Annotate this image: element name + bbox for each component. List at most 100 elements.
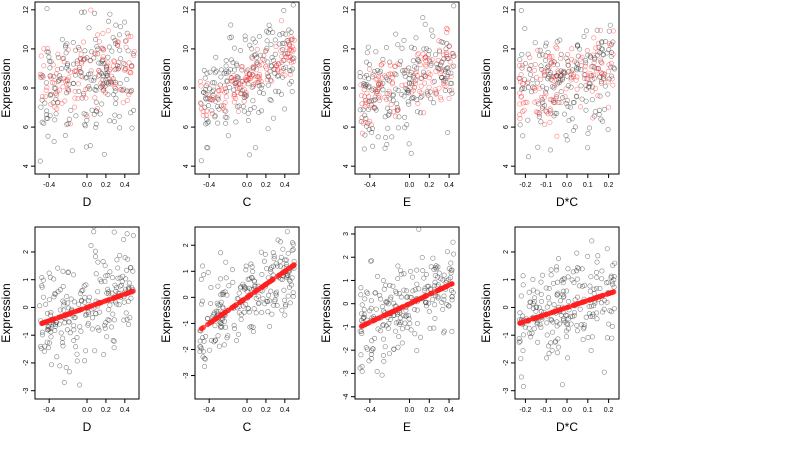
fitted-point bbox=[386, 88, 392, 94]
observed-point bbox=[66, 369, 72, 375]
observed-point bbox=[554, 292, 560, 298]
observed-point bbox=[121, 60, 127, 66]
fitted-point bbox=[259, 62, 265, 68]
observed-point bbox=[199, 298, 205, 304]
observed-point bbox=[51, 139, 57, 145]
observed-point bbox=[234, 104, 240, 110]
fitted-point bbox=[371, 104, 377, 110]
observed-point bbox=[64, 327, 70, 333]
x-tick-label: -0.4 bbox=[203, 407, 215, 414]
fitted-point bbox=[525, 317, 531, 324]
fitted-point bbox=[81, 56, 87, 62]
fitted-point bbox=[88, 7, 94, 13]
observed-point bbox=[107, 302, 113, 308]
observed-point bbox=[588, 347, 594, 353]
observed-point bbox=[256, 110, 262, 116]
observed-point bbox=[87, 294, 93, 300]
fitted-point bbox=[249, 72, 255, 78]
observed-point bbox=[368, 351, 374, 357]
observed-point bbox=[516, 339, 522, 345]
observed-point bbox=[108, 79, 114, 85]
observed-point bbox=[270, 115, 276, 121]
observed-point bbox=[558, 89, 564, 95]
fitted-point bbox=[83, 95, 89, 101]
observed-point bbox=[359, 331, 365, 337]
observed-point bbox=[395, 125, 401, 131]
fitted-point bbox=[95, 32, 101, 38]
observed-point bbox=[259, 271, 265, 277]
observed-point bbox=[62, 42, 68, 48]
observed-point bbox=[449, 81, 455, 87]
observed-point bbox=[117, 125, 123, 131]
points-group bbox=[357, 227, 457, 378]
observed-point bbox=[281, 8, 287, 14]
observed-point bbox=[284, 229, 290, 235]
observed-point bbox=[560, 95, 566, 101]
observed-point bbox=[393, 31, 399, 37]
observed-point bbox=[380, 322, 386, 328]
observed-point bbox=[380, 87, 386, 93]
observed-point bbox=[377, 296, 383, 302]
observed-point bbox=[387, 282, 393, 288]
observed-point bbox=[115, 275, 121, 281]
observed-point bbox=[535, 339, 541, 345]
observed-point bbox=[107, 11, 113, 17]
fitted-point bbox=[605, 69, 611, 75]
observed-point bbox=[412, 331, 418, 337]
observed-point bbox=[42, 100, 48, 106]
fitted-point bbox=[449, 64, 455, 70]
observed-point bbox=[245, 81, 251, 87]
y-tick-label: 3 bbox=[343, 232, 350, 236]
observed-point bbox=[358, 292, 364, 298]
observed-point bbox=[432, 302, 438, 308]
observed-point bbox=[445, 69, 451, 75]
observed-point bbox=[361, 314, 367, 320]
fitted-point bbox=[439, 59, 445, 65]
observed-point bbox=[581, 282, 587, 288]
fitted-point bbox=[89, 303, 95, 309]
fitted-point bbox=[520, 100, 526, 106]
observed-point bbox=[290, 241, 296, 247]
fitted-point bbox=[249, 55, 255, 61]
observed-point bbox=[38, 345, 44, 351]
observed-point bbox=[518, 293, 524, 299]
observed-point bbox=[236, 331, 242, 337]
observed-point bbox=[401, 271, 407, 277]
fitted-point bbox=[122, 67, 128, 73]
observed-point bbox=[93, 254, 99, 260]
fitted-point bbox=[105, 28, 111, 34]
observed-point bbox=[548, 272, 554, 278]
observed-point bbox=[247, 152, 253, 158]
fitted-point bbox=[74, 60, 80, 66]
observed-point bbox=[270, 29, 276, 35]
observed-point bbox=[611, 277, 617, 283]
observed-point bbox=[110, 275, 116, 281]
observed-point bbox=[285, 293, 291, 299]
observed-point bbox=[229, 267, 235, 273]
observed-point bbox=[266, 22, 272, 28]
x-tick-label: 0.0 bbox=[562, 182, 572, 189]
observed-point bbox=[424, 89, 430, 95]
observed-point bbox=[417, 110, 423, 116]
y-tick-label: 1 bbox=[343, 278, 350, 282]
fitted-point bbox=[439, 286, 445, 292]
observed-point bbox=[92, 87, 98, 93]
fitted-point bbox=[278, 18, 284, 24]
observed-point bbox=[83, 144, 89, 150]
observed-point bbox=[218, 67, 224, 73]
observed-point bbox=[279, 41, 285, 47]
fitted-point bbox=[222, 100, 228, 106]
fitted-point bbox=[596, 73, 602, 79]
observed-point bbox=[406, 141, 412, 147]
fitted-point bbox=[256, 76, 262, 82]
observed-point bbox=[119, 282, 125, 288]
observed-point bbox=[82, 123, 88, 129]
fitted-point bbox=[237, 81, 243, 87]
fitted-point bbox=[558, 56, 564, 62]
observed-point bbox=[228, 57, 234, 63]
observed-point bbox=[384, 299, 390, 305]
observed-point bbox=[123, 276, 129, 282]
fitted-point bbox=[387, 62, 393, 68]
observed-point bbox=[422, 21, 428, 27]
observed-point bbox=[124, 267, 130, 273]
